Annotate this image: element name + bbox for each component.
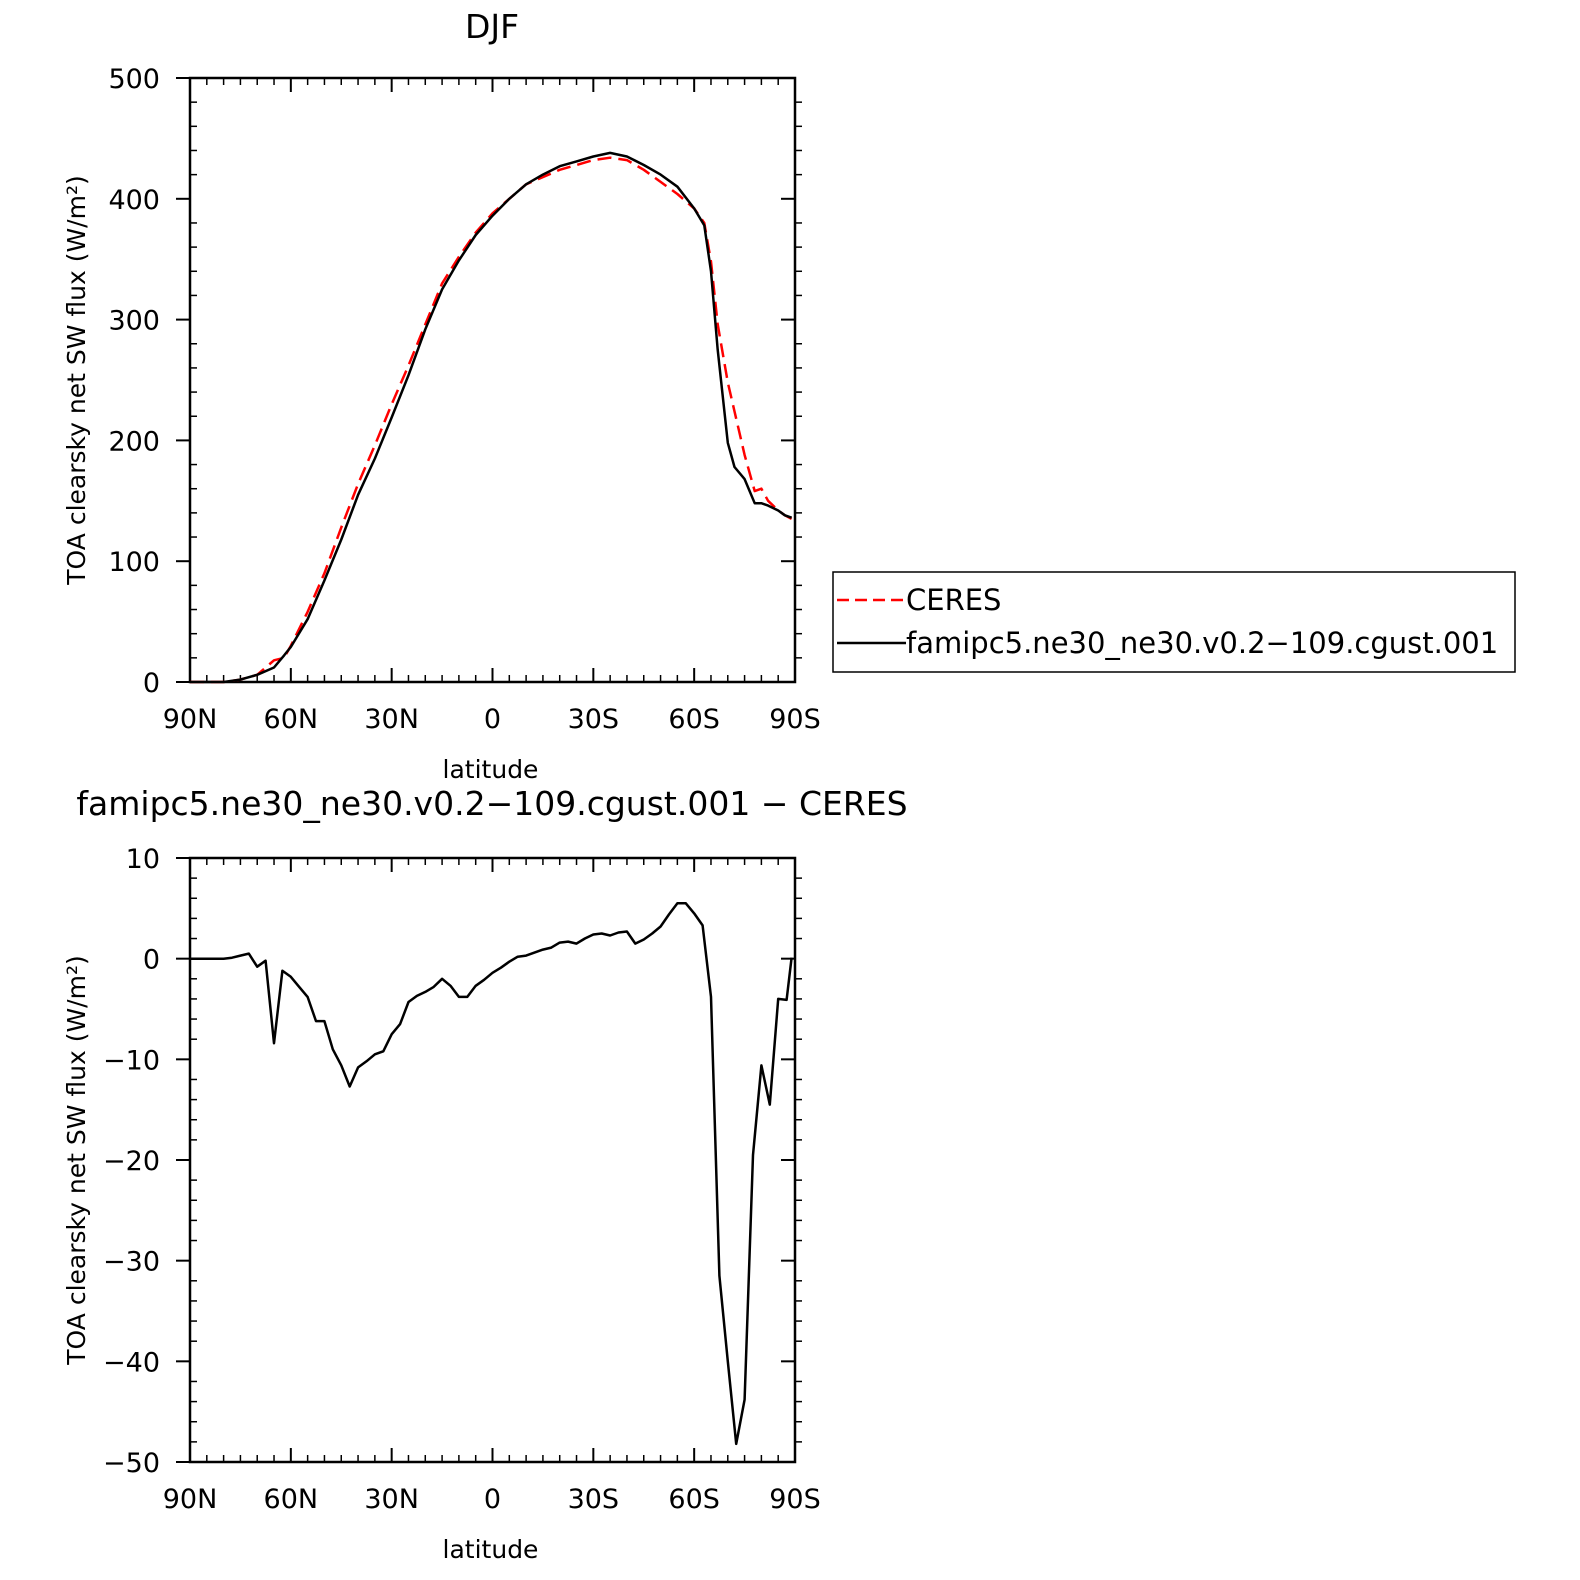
legend-label: famipc5.ne30_ne30.v0.2−109.cgust.001	[906, 626, 1498, 660]
x-tick-label: 90N	[163, 704, 218, 735]
y-tick-label: 200	[108, 426, 160, 457]
x-axis-label: latitude	[443, 1535, 539, 1564]
x-tick-label: 60N	[264, 1484, 319, 1515]
top-panel-djf: DJF 90N 60N 30N 0 30S 60S 90S 0 100 200 300 400 500 la…	[62, 7, 1516, 784]
bottom-panel-difference: famipc5.ne30_ne30.v0.2−109.cgust.001 − C…	[62, 784, 908, 1564]
x-tick-label: 30S	[568, 1484, 620, 1515]
y-tick-label: −30	[103, 1247, 160, 1278]
x-axis-label: latitude	[443, 755, 539, 784]
series-line-model	[190, 151, 793, 684]
x-tick-label: 90S	[769, 704, 821, 735]
series-line-ceres	[190, 156, 793, 684]
y-tick-label: −50	[103, 1448, 160, 1479]
x-tick-label: 60S	[668, 704, 720, 735]
y-tick-label: 400	[108, 185, 160, 216]
y-tick-label: 0	[143, 945, 160, 976]
x-tick-label: 30N	[364, 1484, 419, 1515]
y-axis-label: TOA clearsky net SW flux (W/m²)	[62, 175, 91, 585]
x-tick-label: 0	[484, 1484, 501, 1515]
x-tick-label: 90S	[769, 1484, 821, 1515]
y-tick-label: 500	[108, 64, 160, 95]
chart-title: DJF	[465, 7, 519, 46]
x-tick-label: 30S	[568, 704, 620, 735]
y-tick-label: −40	[103, 1347, 160, 1378]
chart-title: famipc5.ne30_ne30.v0.2−109.cgust.001 − C…	[76, 784, 907, 823]
x-tick-label: 60N	[264, 704, 319, 735]
x-tick-label: 90N	[163, 1484, 218, 1515]
legend-box	[832, 571, 1516, 673]
y-tick-label: 100	[108, 547, 160, 578]
y-tick-label: −20	[103, 1146, 160, 1177]
x-tick-label: 0	[484, 704, 501, 735]
x-tick-label: 60S	[668, 1484, 720, 1515]
y-axis-label: TOA clearsky net SW flux (W/m²)	[62, 955, 91, 1365]
x-tick-label: 30N	[364, 704, 419, 735]
legend-label: CERES	[906, 583, 1001, 617]
y-tick-label: 300	[108, 306, 160, 337]
y-tick-label: 0	[143, 668, 160, 699]
y-tick-label: 10	[126, 844, 160, 875]
difference-line	[190, 902, 793, 1446]
y-tick-label: −10	[103, 1045, 160, 1076]
plot-frame	[188, 76, 797, 684]
